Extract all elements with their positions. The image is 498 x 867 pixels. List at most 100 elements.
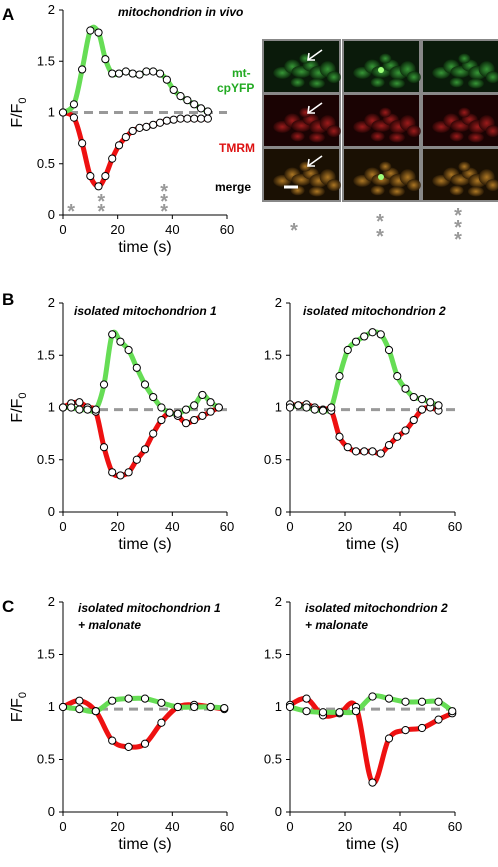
arrow-icon xyxy=(307,49,323,167)
y-tick-label: 0.5 xyxy=(37,752,55,767)
data-point-tmrm xyxy=(190,114,199,123)
data-point-yfp xyxy=(99,380,109,389)
data-point-tmrm xyxy=(132,455,141,464)
data-point-yfp xyxy=(360,332,369,341)
time-star: * xyxy=(97,191,105,213)
data-point-yfp xyxy=(140,694,150,703)
data-point-yfp xyxy=(318,708,328,717)
data-point-tmrm xyxy=(181,419,191,428)
mitochondrion-blob xyxy=(406,125,421,138)
y-tick-label: 1 xyxy=(48,105,55,120)
x-tick-label: 20 xyxy=(338,819,352,834)
mitochondrion-blob xyxy=(379,53,392,64)
mitochondrion-blob xyxy=(406,71,421,84)
data-point-tmrm xyxy=(417,405,427,414)
data-point-yfp xyxy=(67,403,76,412)
y-tick-label: 0.5 xyxy=(37,156,55,171)
chart-title: + malonate xyxy=(78,618,141,632)
mitochondrion-blob xyxy=(326,71,341,84)
label-merge: merge xyxy=(215,180,251,194)
data-point-yfp xyxy=(368,328,377,337)
data-point-yfp xyxy=(335,708,344,717)
mitochondrion-blob xyxy=(485,179,498,192)
mitochondrion-blob xyxy=(379,161,392,172)
x-tick-label: 20 xyxy=(338,519,352,534)
data-point-yfp xyxy=(190,702,199,712)
data-point-yfp xyxy=(140,380,150,389)
mitochondrion-blob xyxy=(388,78,405,89)
data-point-yfp xyxy=(157,698,166,707)
x-tick-label: 40 xyxy=(165,222,179,237)
y-axis-label: F/F0 xyxy=(9,97,29,127)
image-star-3c: * xyxy=(454,229,462,251)
data-point-yfp xyxy=(384,694,394,703)
y-tick-label: 1 xyxy=(48,400,55,415)
y-tick-label: 1.5 xyxy=(37,647,55,662)
x-tick-label: 0 xyxy=(286,819,293,834)
data-point-yfp xyxy=(94,28,103,37)
data-point-tmrm xyxy=(368,778,377,787)
data-point-yfp xyxy=(401,384,410,393)
x-axis-label: time (s) xyxy=(118,536,171,553)
data-point-yfp xyxy=(448,707,457,716)
y-tick-label: 1.5 xyxy=(264,347,282,362)
data-point-tmrm xyxy=(155,118,165,127)
data-point-yfp xyxy=(310,405,319,414)
x-tick-label: 0 xyxy=(59,519,66,534)
data-point-yfp xyxy=(181,405,191,414)
flash-spot xyxy=(378,174,384,180)
data-point-yfp xyxy=(155,69,165,78)
label-mt-cpyfp-line2: cpYFP xyxy=(217,81,254,95)
data-point-tmrm xyxy=(128,126,137,136)
data-point-yfp xyxy=(214,403,223,412)
data-point-tmrm xyxy=(360,447,369,456)
data-point-tmrm xyxy=(108,468,117,477)
mitochondrion-blob xyxy=(388,186,405,197)
data-point-tmrm xyxy=(401,426,410,435)
x-axis-label: time (s) xyxy=(118,239,171,256)
x-tick-label: 20 xyxy=(110,519,124,534)
chart-title: mitochondrion in vivo xyxy=(118,5,243,19)
mitochondrion-blob xyxy=(458,53,471,64)
time-star: * xyxy=(67,201,75,223)
x-tick-label: 60 xyxy=(220,519,234,534)
panel-letter-c: C xyxy=(2,597,14,616)
data-point-yfp xyxy=(434,401,443,410)
data-point-yfp xyxy=(116,337,125,346)
mitochondrion-blob xyxy=(406,179,421,192)
mitochondrion-blob xyxy=(485,125,498,138)
x-tick-label: 20 xyxy=(110,222,124,237)
data-point-yfp xyxy=(149,392,158,402)
data-point-yfp xyxy=(343,345,352,355)
data-point-yfp xyxy=(132,363,141,372)
data-point-yfp xyxy=(108,696,117,705)
data-point-yfp xyxy=(285,702,295,712)
data-point-yfp xyxy=(108,330,117,339)
mitochondrion-blob xyxy=(370,131,385,142)
data-point-yfp xyxy=(124,694,133,703)
data-point-yfp xyxy=(409,392,418,402)
y-axis-label: F/F0 xyxy=(9,692,29,722)
y-tick-label: 0.5 xyxy=(264,452,282,467)
y-tick-label: 0.5 xyxy=(264,752,282,767)
mitochondrion-blob xyxy=(290,77,305,88)
data-point-yfp xyxy=(142,67,151,76)
data-point-tmrm xyxy=(368,447,377,456)
data-point-tmrm xyxy=(157,718,166,727)
data-point-tmrm xyxy=(149,429,158,438)
data-point-yfp xyxy=(196,104,206,113)
mitochondrion-blob xyxy=(449,185,464,196)
mitochondrion-blob xyxy=(467,78,484,89)
data-point-yfp xyxy=(149,67,158,76)
y-tick-label: 2 xyxy=(48,2,55,17)
data-point-tmrm xyxy=(69,113,79,122)
y-tick-label: 1.5 xyxy=(264,647,282,662)
data-point-yfp xyxy=(173,409,182,418)
data-point-tmrm xyxy=(169,115,178,124)
data-point-tmrm xyxy=(108,736,117,745)
data-point-tmrm xyxy=(94,182,103,191)
mitochondrion-blob xyxy=(458,161,471,172)
data-point-tmrm xyxy=(121,133,130,142)
data-point-yfp xyxy=(183,96,192,105)
